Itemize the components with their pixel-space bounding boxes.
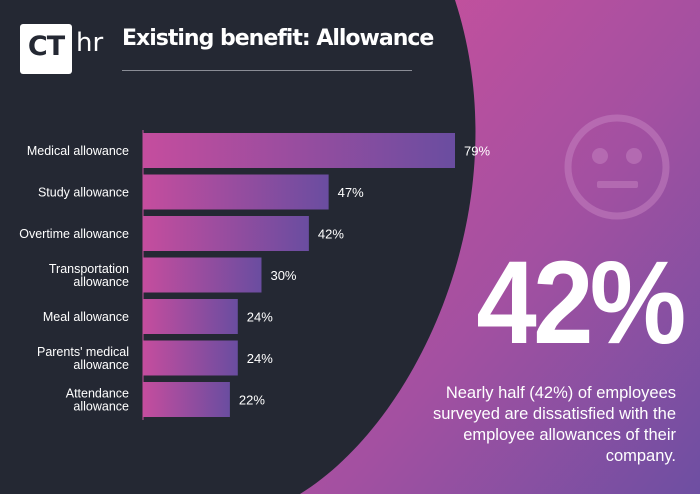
- logo-hr-text: hr: [76, 28, 104, 58]
- category-label: Medical allowance: [27, 144, 129, 158]
- category-label: Transportation: [49, 262, 129, 276]
- bar-3: [143, 257, 262, 293]
- category-label: Parents' medical: [37, 345, 129, 359]
- category-label: Meal allowance: [43, 310, 129, 324]
- category-label: allowance: [73, 358, 129, 372]
- bar-value-label: 24%: [247, 310, 273, 325]
- category-label: Attendance: [66, 387, 129, 401]
- ct-logo: CT: [20, 24, 72, 74]
- bar-1: [143, 174, 329, 210]
- bar-value-label: 79%: [464, 144, 490, 159]
- allowance-bar-chart: 79% Medical allowance 47% Study allowance 42…: [19, 130, 490, 420]
- bar-value-label: 22%: [239, 393, 265, 408]
- logo-ct-text: CT: [27, 31, 65, 62]
- bar-value-label: 24%: [247, 351, 273, 366]
- bar-4: [143, 299, 238, 334]
- bar-value-label: 42%: [318, 227, 344, 242]
- category-label: allowance: [73, 275, 129, 289]
- bar-2: [143, 216, 309, 251]
- neutral-face-icon: [564, 114, 670, 220]
- category-label: allowance: [73, 400, 129, 414]
- title-divider: [122, 70, 412, 71]
- page-title: Existing benefit: Allowance: [122, 26, 434, 51]
- highlight-percentage: 42%: [476, 237, 686, 369]
- bar-5: [143, 340, 238, 376]
- highlight-description: Nearly half (42%) of employees surveyed …: [432, 384, 676, 465]
- bar-value-label: 30%: [270, 268, 296, 283]
- bar-0: [143, 133, 455, 168]
- category-label: Study allowance: [38, 186, 129, 200]
- bar-6: [143, 382, 230, 417]
- category-label: Overtime allowance: [19, 227, 129, 241]
- bar-value-label: 47%: [338, 185, 364, 200]
